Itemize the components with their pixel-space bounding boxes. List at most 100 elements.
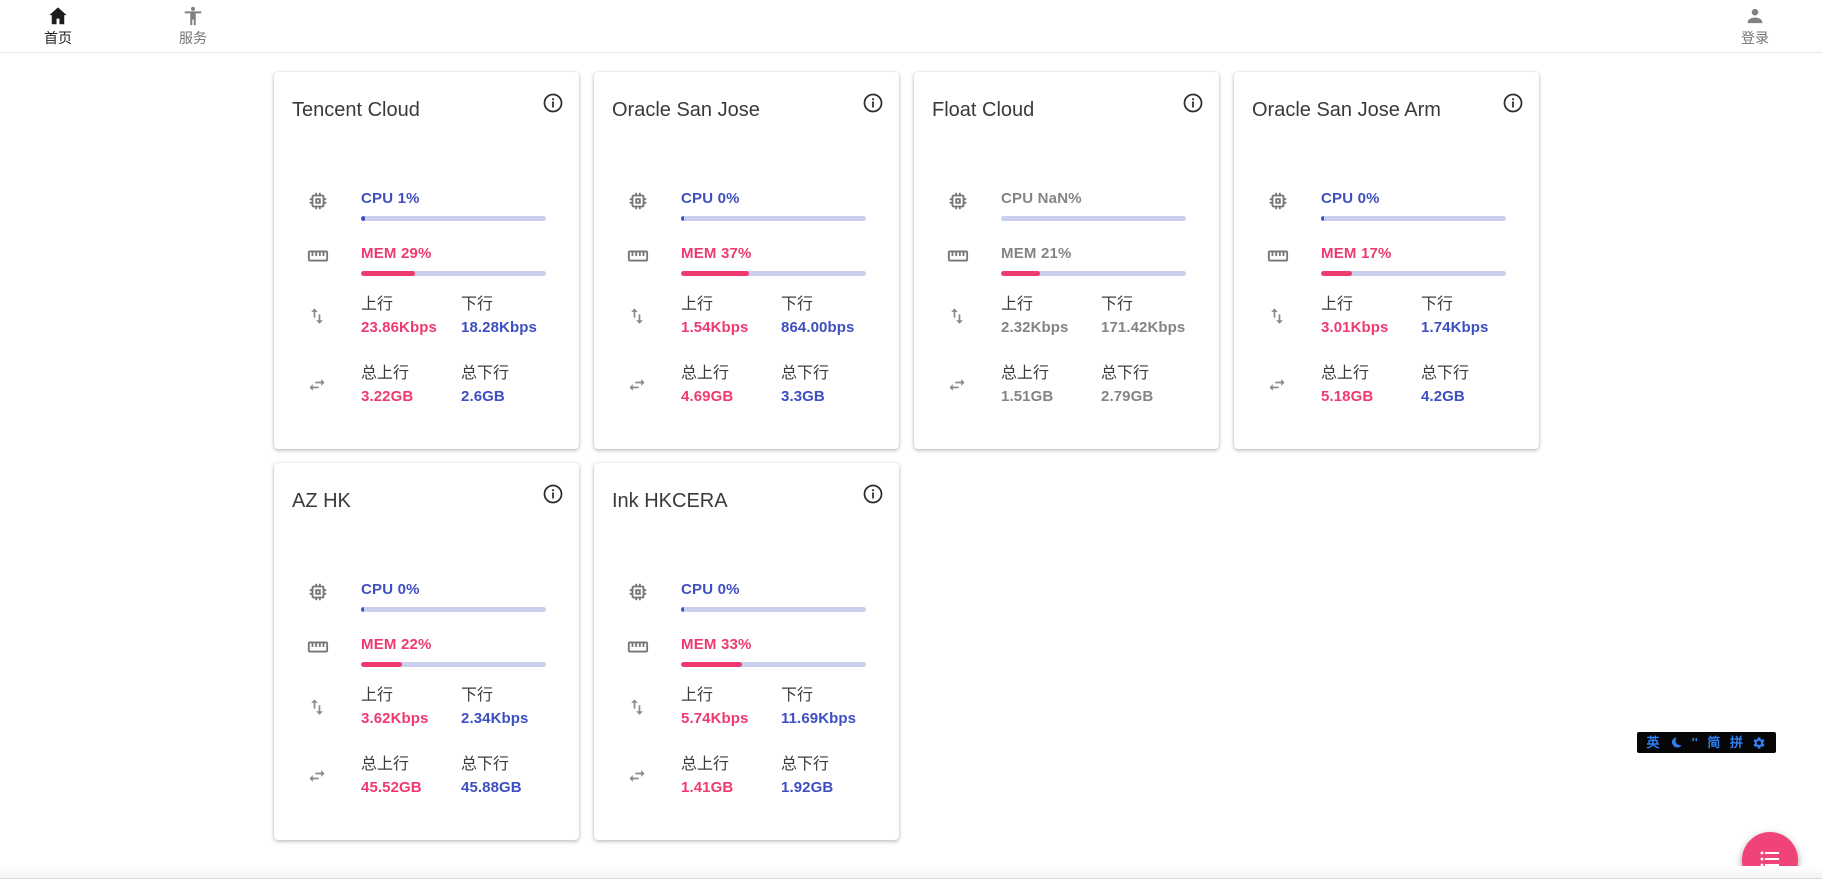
upload-value: 23.86Kbps — [361, 319, 437, 336]
total-upload-label: 总上行 — [361, 756, 410, 773]
download-col: 下行 1.74Kbps — [1421, 295, 1521, 336]
mem-progress-bar — [681, 662, 866, 667]
nav-item-services[interactable]: 服务 — [171, 5, 215, 48]
nav-item-login[interactable]: 登录 — [1733, 5, 1777, 48]
cpu-usage-text: CPU 0% — [681, 581, 740, 598]
info-icon[interactable] — [542, 92, 564, 114]
download-label: 下行 — [781, 687, 814, 704]
server-cards-grid: Tencent Cloud CPU 1% — [274, 72, 1554, 840]
cpu-progress-fill — [361, 607, 364, 612]
server-name: Float Cloud — [932, 99, 1035, 121]
mem-progress-fill — [1321, 271, 1353, 276]
cpu-usage-text: CPU 0% — [1321, 190, 1380, 207]
ime-language-toggle[interactable]: 英 — [1646, 735, 1660, 750]
total-upload-col: 总上行 3.22GB — [361, 364, 461, 405]
cpu-progress-fill — [1321, 216, 1324, 221]
mem-row: MEM 17% — [1252, 244, 1521, 276]
ime-simplified-toggle[interactable]: 简 — [1707, 735, 1721, 750]
mem-progress-fill — [681, 662, 743, 667]
mem-ruler-icon — [932, 244, 1001, 276]
server-card: Ink HKCERA CPU 0% — [594, 463, 899, 840]
cpu-progress-bar — [361, 607, 546, 612]
mem-ruler-icon — [612, 244, 681, 276]
server-card: Tencent Cloud CPU 1% — [274, 72, 579, 449]
nav-right-group: 登录 — [1733, 5, 1777, 48]
cpu-progress-bar — [1321, 216, 1506, 221]
server-card: Oracle San Jose CPU 0% — [594, 72, 899, 449]
info-icon[interactable] — [862, 483, 884, 505]
total-download-value: 3.3GB — [781, 388, 825, 405]
total-upload-label: 总上行 — [361, 365, 410, 382]
mem-row: MEM 22% — [292, 635, 561, 667]
download-label: 下行 — [781, 296, 814, 313]
ime-punctuation-toggle[interactable]: '' — [1691, 735, 1698, 750]
mem-row: MEM 21% — [932, 244, 1201, 276]
mem-gauge: MEM 37% — [681, 244, 866, 276]
up-down-arrows-icon — [1252, 295, 1321, 336]
total-download-label: 总下行 — [1421, 365, 1470, 382]
mem-usage-text: MEM 22% — [361, 636, 432, 653]
total-download-col: 总下行 2.79GB — [1101, 364, 1201, 405]
ime-settings-gear-icon[interactable] — [1752, 736, 1766, 750]
footer-shade — [0, 866, 1822, 878]
up-down-arrows-icon — [612, 686, 681, 727]
ime-pinyin-toggle[interactable]: 拼 — [1729, 735, 1743, 750]
speed-row: 上行 5.74Kbps 下行 11.69Kbps — [612, 686, 881, 727]
cpu-gauge: CPU 0% — [361, 580, 546, 612]
mem-gauge: MEM 21% — [1001, 244, 1186, 276]
totals-row: 总上行 1.41GB 总下行 1.92GB — [612, 755, 881, 796]
upload-value: 3.01Kbps — [1321, 319, 1389, 336]
total-download-col: 总下行 45.88GB — [461, 755, 561, 796]
total-download-value: 2.6GB — [461, 388, 505, 405]
moon-icon[interactable] — [1669, 736, 1682, 749]
mem-progress-bar — [1001, 271, 1186, 276]
total-download-col: 总下行 2.6GB — [461, 364, 561, 405]
cpu-progress-bar — [1001, 216, 1186, 221]
upload-label: 上行 — [361, 687, 394, 704]
nav-left-group: 首页 服务 — [36, 5, 215, 48]
server-stats: CPU 0% MEM 22% — [292, 580, 561, 796]
mem-usage-text: MEM 21% — [1001, 245, 1072, 262]
mem-ruler-icon — [1252, 244, 1321, 276]
cpu-row: CPU NaN% — [932, 189, 1201, 221]
server-stats: CPU 1% MEM 29% — [292, 189, 561, 405]
total-upload-value: 1.51GB — [1001, 388, 1054, 405]
upload-label: 上行 — [1001, 296, 1034, 313]
up-down-arrows-icon — [292, 686, 361, 727]
total-download-label: 总下行 — [781, 365, 830, 382]
cpu-gauge: CPU 1% — [361, 189, 546, 221]
info-icon[interactable] — [1182, 92, 1204, 114]
info-icon[interactable] — [862, 92, 884, 114]
mem-progress-bar — [681, 271, 866, 276]
up-down-arrows-icon — [292, 295, 361, 336]
download-col: 下行 171.42Kbps — [1101, 295, 1201, 336]
total-download-value: 2.79GB — [1101, 388, 1154, 405]
total-download-label: 总下行 — [461, 365, 510, 382]
speed-row: 上行 23.86Kbps 下行 18.28Kbps — [292, 295, 561, 336]
total-upload-col: 总上行 1.51GB — [1001, 364, 1101, 405]
upload-label: 上行 — [361, 296, 394, 313]
total-download-label: 总下行 — [1101, 365, 1150, 382]
total-upload-value: 4.69GB — [681, 388, 734, 405]
info-icon[interactable] — [1502, 92, 1524, 114]
total-upload-col: 总上行 1.41GB — [681, 755, 781, 796]
cpu-usage-text: CPU 1% — [361, 190, 420, 207]
download-label: 下行 — [461, 296, 494, 313]
upload-col: 上行 2.32Kbps — [1001, 295, 1101, 336]
upload-col: 上行 3.62Kbps — [361, 686, 461, 727]
totals-row: 总上行 4.69GB 总下行 3.3GB — [612, 364, 881, 405]
total-upload-value: 45.52GB — [361, 779, 422, 796]
cpu-chip-icon — [932, 189, 1001, 221]
mem-usage-text: MEM 37% — [681, 245, 752, 262]
download-col: 下行 11.69Kbps — [781, 686, 881, 727]
cpu-row: CPU 0% — [612, 580, 881, 612]
cpu-progress-fill — [681, 607, 684, 612]
download-value: 1.74Kbps — [1421, 319, 1489, 336]
cpu-chip-icon — [612, 189, 681, 221]
info-icon[interactable] — [542, 483, 564, 505]
download-label: 下行 — [1101, 296, 1134, 313]
nav-item-home[interactable]: 首页 — [36, 5, 80, 48]
server-name: Oracle San Jose — [612, 99, 760, 121]
total-download-value: 1.92GB — [781, 779, 834, 796]
speed-row: 上行 2.32Kbps 下行 171.42Kbps — [932, 295, 1201, 336]
